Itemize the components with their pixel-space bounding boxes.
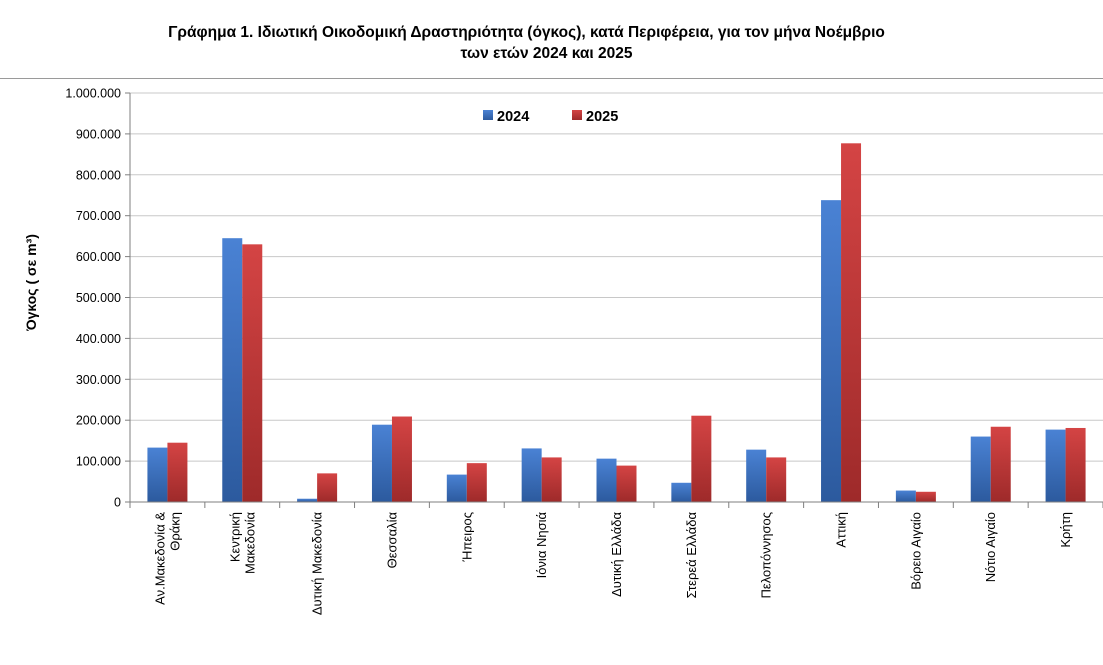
x-tick-label: Δυτική Μακεδονία	[310, 512, 325, 616]
y-axis-label: Όγκος ( σε m³)	[23, 234, 39, 332]
x-tick-label: Στερεά Ελλάδα	[684, 512, 699, 599]
x-tick-label: Ιόνια Νησιά	[534, 512, 549, 579]
bar-2024	[746, 449, 767, 502]
y-tick-label: 0	[114, 496, 121, 510]
bar-2025	[391, 416, 412, 502]
y-tick-label: 400.000	[76, 332, 121, 346]
bar-2025	[766, 457, 787, 502]
chart-title: Γράφημα 1. Ιδιωτική Οικοδομική Δραστηριό…	[0, 22, 1103, 64]
bar-2024	[147, 447, 168, 502]
bar-2025	[167, 442, 188, 502]
legend-swatch-2025	[572, 110, 582, 120]
bar-2024	[446, 474, 467, 502]
bar-2024	[895, 490, 916, 502]
bar-2024	[371, 424, 392, 502]
bar-2024	[521, 448, 542, 502]
x-tick-label: Πελοπόννησος	[759, 512, 774, 598]
chart-title-line1: Γράφημα 1. Ιδιωτική Οικοδομική Δραστηριό…	[168, 24, 885, 41]
y-tick-label: 500.000	[76, 291, 121, 305]
x-tick-label: Δυτική Ελλάδα	[609, 512, 624, 597]
x-tick-label: Θεσσαλία	[384, 512, 399, 569]
x-tick-label: Βόρειο Αιγαίο	[908, 512, 923, 590]
bar-2025	[616, 465, 637, 502]
y-tick-label: 600.000	[76, 250, 121, 264]
legend: 2024 2025	[483, 109, 618, 125]
y-tick-label: 200.000	[76, 414, 121, 428]
legend-swatch-2024	[483, 110, 493, 120]
legend-label-2024: 2024	[497, 109, 529, 125]
bar-2024	[596, 458, 617, 502]
bar-2024	[671, 482, 692, 502]
y-tick-label: 700.000	[76, 209, 121, 223]
bar-2025	[541, 457, 562, 502]
bar-2024	[821, 200, 842, 502]
bar-2025	[691, 415, 712, 502]
x-tick-label: Κρήτη	[1058, 512, 1073, 548]
bar-2025	[915, 491, 936, 502]
bar-2025	[242, 244, 263, 502]
bar-2024	[1045, 429, 1066, 502]
axes	[125, 92, 1103, 508]
bar-2025	[1065, 427, 1086, 502]
bar-2025	[841, 143, 862, 502]
y-tick-label: 300.000	[76, 373, 121, 387]
bar-2025	[317, 473, 338, 502]
bar-2025	[990, 426, 1011, 502]
y-tick-label: 1.000.000	[65, 87, 121, 101]
x-tick-label: Αττική	[834, 512, 849, 548]
axis-labels: 0 100.000 200.000 300.000 400.000 500.000 600.…	[23, 87, 1073, 616]
chart-title-line2: των ετών 2024 και 2025	[460, 45, 633, 62]
x-tick-label: ΚεντρικήΜακεδονία	[227, 512, 257, 574]
bar-2024	[297, 498, 318, 502]
bar-2024	[222, 238, 243, 502]
y-tick-label: 900.000	[76, 127, 121, 141]
y-tick-label: 100.000	[76, 455, 121, 469]
y-tick-label: 800.000	[76, 168, 121, 182]
x-tick-label: Ήπειρος	[459, 512, 474, 562]
x-tick-label: Αν.Μακεδονία &Θράκη	[152, 512, 182, 605]
gridlines	[130, 92, 1103, 462]
bar-2024	[970, 436, 991, 502]
bar-2025	[466, 463, 487, 502]
legend-label-2025: 2025	[586, 109, 618, 125]
x-tick-label: Νότιο Αιγαίο	[983, 512, 998, 582]
title-divider	[0, 78, 1103, 79]
bars	[147, 143, 1086, 502]
